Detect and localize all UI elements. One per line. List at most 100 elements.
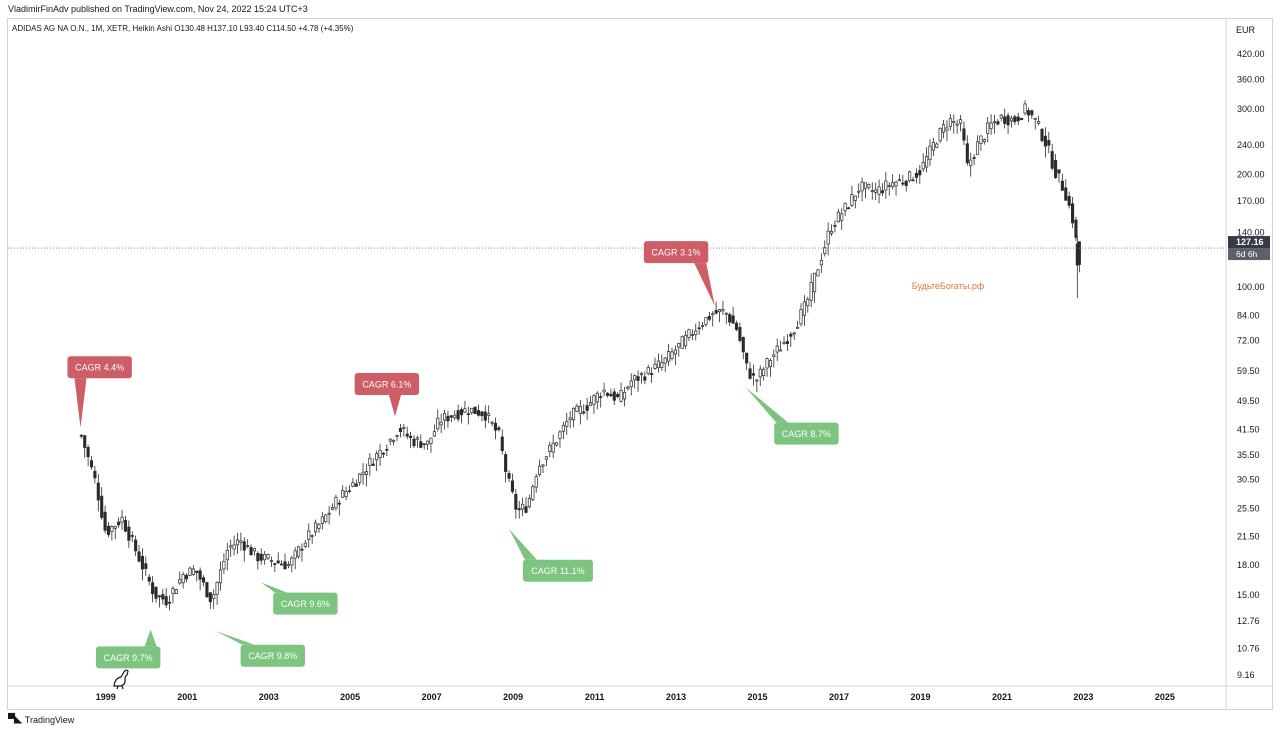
- symbol-legend[interactable]: ADIDAS AG NA O.N., 1M, XETR, Heikin Ashi…: [12, 24, 354, 33]
- candle-body: [694, 330, 698, 336]
- candle-body: [979, 135, 983, 144]
- candle-body: [558, 431, 562, 439]
- candle-body: [931, 142, 935, 151]
- candle-body: [405, 433, 409, 437]
- candle-body: [446, 415, 450, 422]
- candle-body: [945, 127, 949, 131]
- candle-body: [290, 557, 294, 566]
- candle-body: [823, 247, 827, 254]
- candle-body: [565, 420, 569, 427]
- candle-body: [690, 334, 694, 336]
- candle-body: [728, 314, 732, 323]
- candle-body: [741, 337, 745, 353]
- cagr-callout[interactable]: CAGR 8.7%: [745, 386, 839, 445]
- callout-label: CAGR 9.8%: [248, 651, 297, 661]
- candle-body: [806, 298, 810, 307]
- candle-body: [1023, 103, 1027, 114]
- candle-body: [700, 325, 705, 328]
- candle-body: [687, 329, 691, 338]
- candle-body: [561, 424, 565, 432]
- candle-body: [904, 180, 908, 186]
- candle-body: [1033, 117, 1037, 120]
- candle-body: [551, 442, 555, 453]
- candle-body: [792, 332, 796, 335]
- candle-body: [955, 123, 959, 126]
- cagr-callout[interactable]: CAGR 4.4%: [67, 356, 132, 428]
- candle-body: [79, 434, 83, 437]
- candle-body: [140, 555, 144, 570]
- cagr-callout[interactable]: CAGR 11.1%: [509, 528, 593, 582]
- callout-box: [522, 559, 593, 582]
- chart-frame: [7, 18, 1273, 710]
- candle-body: [504, 454, 508, 472]
- candle-body: [877, 186, 881, 195]
- candle-body: [619, 390, 623, 402]
- candle-body: [351, 482, 355, 487]
- candle-body: [602, 389, 606, 393]
- candle-body: [605, 392, 610, 396]
- candle-body: [585, 405, 589, 411]
- currency-label: EUR: [1236, 25, 1256, 35]
- candle-body: [426, 440, 430, 445]
- tradingview-logo[interactable]: ▀◣ TradingView: [8, 714, 74, 725]
- candle-body: [880, 190, 885, 194]
- candle-body: [443, 413, 447, 421]
- candle-body: [161, 594, 165, 600]
- dino-icon: [113, 669, 129, 690]
- cagr-callout[interactable]: CAGR 9.8%: [215, 630, 305, 667]
- candle-body: [514, 493, 518, 510]
- candle-body: [375, 453, 379, 461]
- candle-body: [324, 514, 328, 523]
- candle-body: [402, 427, 406, 429]
- candle-body: [1067, 196, 1071, 206]
- candle-body: [768, 360, 772, 368]
- candle-body: [714, 309, 718, 314]
- candle-body: [103, 511, 107, 531]
- candle-body: [1003, 116, 1007, 124]
- candle-body: [673, 349, 677, 355]
- candle-body: [463, 408, 467, 413]
- candle-body: [653, 363, 657, 369]
- candle-body: [846, 207, 851, 210]
- candle-body: [819, 259, 823, 266]
- candle-body: [517, 508, 521, 511]
- candle-body: [969, 159, 973, 167]
- candle-body: [96, 482, 100, 501]
- candle-body: [436, 417, 440, 430]
- candle-body: [836, 211, 840, 223]
- candle-body: [1013, 116, 1017, 123]
- candle-body: [972, 157, 976, 159]
- cagr-callout[interactable]: CAGR 9.6%: [260, 582, 338, 615]
- candle-body: [93, 470, 97, 479]
- countdown-box: [1228, 248, 1270, 261]
- price-tick-label: 200.00: [1237, 170, 1265, 180]
- candle-body: [874, 189, 878, 193]
- candle-body: [629, 380, 633, 388]
- callout-label: CAGR 8.7%: [782, 429, 831, 439]
- price-tick-label: 420.00: [1237, 49, 1265, 59]
- candle-body: [534, 476, 538, 488]
- callout-label: CAGR 3.1%: [652, 248, 701, 258]
- candle-body: [1054, 159, 1058, 178]
- cagr-callout[interactable]: CAGR 3.1%: [643, 241, 715, 306]
- candle-body: [381, 452, 385, 455]
- candle-body: [453, 414, 457, 419]
- candle-body: [188, 567, 192, 576]
- candle-body: [938, 128, 942, 142]
- candle-body: [500, 436, 504, 451]
- candle-body: [897, 179, 901, 182]
- candle-body: [320, 516, 324, 524]
- candle-body: [1020, 117, 1024, 121]
- candle-body: [639, 373, 643, 376]
- candle-body: [117, 521, 121, 526]
- candle-body: [996, 121, 1000, 125]
- candle-body: [575, 405, 579, 412]
- price-tick-label: 12.76: [1237, 616, 1260, 626]
- cagr-callout[interactable]: CAGR 9.7%: [95, 629, 161, 669]
- candle-body: [942, 124, 946, 133]
- candle-body: [347, 490, 352, 493]
- candle-body: [935, 143, 939, 149]
- cagr-callout[interactable]: CAGR 6.1%: [354, 373, 420, 417]
- candle-body: [385, 448, 389, 451]
